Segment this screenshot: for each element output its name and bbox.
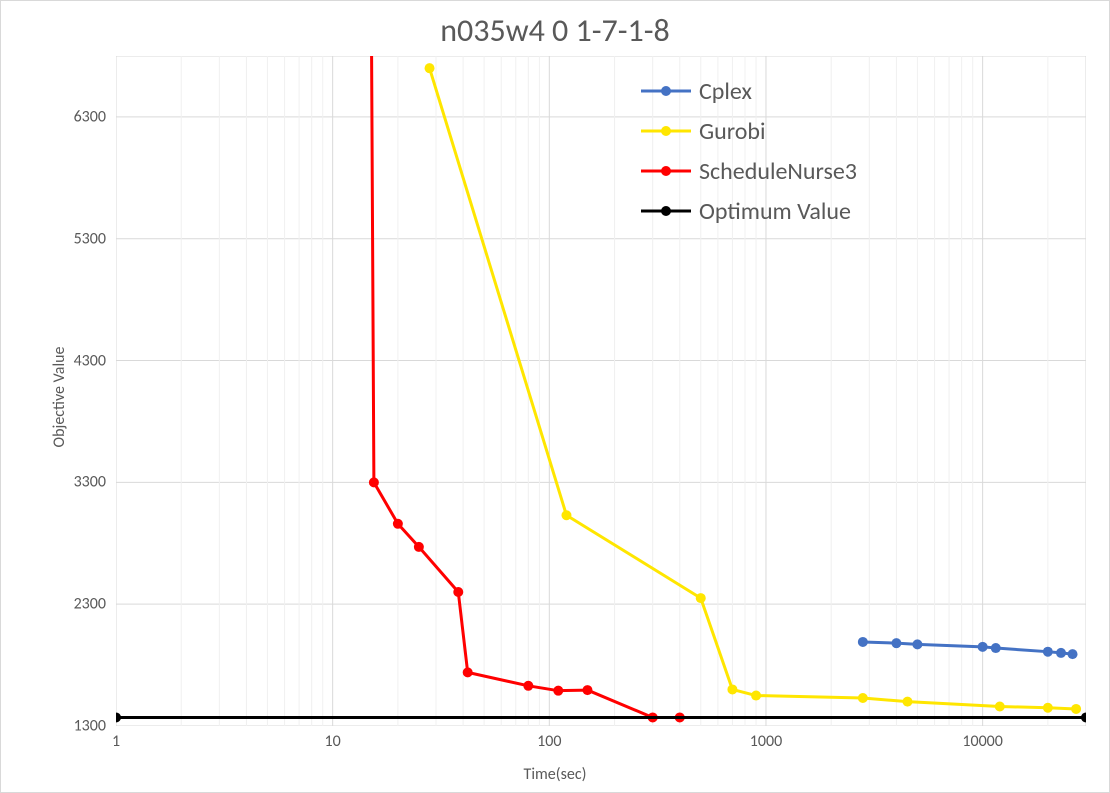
legend-swatch bbox=[641, 161, 691, 181]
y-tick: 3300 bbox=[46, 473, 106, 492]
legend-swatch bbox=[641, 121, 691, 141]
legend-item: Cplex bbox=[641, 71, 857, 111]
x-tick: 10 bbox=[325, 732, 341, 751]
series-marker bbox=[553, 686, 563, 696]
x-tick: 1 bbox=[112, 732, 120, 751]
series-marker bbox=[751, 691, 761, 701]
legend-label: Gurobi bbox=[699, 117, 766, 146]
x-tick: 10000 bbox=[962, 732, 1003, 751]
series-marker bbox=[727, 684, 737, 694]
y-tick: 1300 bbox=[46, 717, 106, 736]
legend-swatch bbox=[641, 81, 691, 101]
legend-item: ScheduleNurse3 bbox=[641, 151, 857, 191]
series-marker bbox=[1071, 704, 1081, 714]
y-tick: 4300 bbox=[46, 351, 106, 370]
series-marker bbox=[1043, 703, 1053, 713]
series-marker bbox=[978, 642, 988, 652]
series-marker bbox=[414, 542, 424, 552]
series-marker bbox=[891, 638, 901, 648]
series-marker bbox=[369, 477, 379, 487]
series-marker bbox=[582, 685, 592, 695]
plot-area bbox=[116, 56, 1086, 726]
series-marker bbox=[523, 681, 533, 691]
y-tick: 2300 bbox=[46, 595, 106, 614]
series-marker bbox=[991, 643, 1001, 653]
y-tick: 5300 bbox=[46, 229, 106, 248]
chart-title: n035w4 0 1-7-1-8 bbox=[1, 11, 1109, 50]
x-tick: 100 bbox=[537, 732, 561, 751]
series-marker bbox=[912, 639, 922, 649]
y-tick: 6300 bbox=[46, 107, 106, 126]
legend-label: Optimum Value bbox=[699, 197, 851, 226]
legend-item: Optimum Value bbox=[641, 191, 857, 231]
series-marker bbox=[858, 693, 868, 703]
legend: Cplex Gurobi ScheduleNurse3 Optimum Value bbox=[641, 71, 857, 231]
series-marker bbox=[1056, 648, 1066, 658]
chart-container: n035w4 0 1-7-1-8 Objective Value Time(se… bbox=[0, 0, 1110, 793]
series-marker bbox=[116, 712, 121, 722]
series-marker bbox=[1068, 649, 1078, 659]
series-marker bbox=[393, 519, 403, 529]
series-marker bbox=[858, 637, 868, 647]
series-marker bbox=[902, 697, 912, 707]
series-marker bbox=[425, 63, 435, 73]
series-marker bbox=[696, 593, 706, 603]
legend-item: Gurobi bbox=[641, 111, 857, 151]
x-tick: 1000 bbox=[750, 732, 782, 751]
legend-label: ScheduleNurse3 bbox=[699, 157, 857, 186]
series-marker bbox=[1043, 647, 1053, 657]
series-marker bbox=[1081, 712, 1086, 722]
x-axis-label: Time(sec) bbox=[1, 765, 1109, 784]
plot-svg bbox=[116, 56, 1086, 726]
series-marker bbox=[561, 510, 571, 520]
series-line-schedulenurse3 bbox=[371, 56, 680, 717]
legend-swatch bbox=[641, 201, 691, 221]
series-marker bbox=[463, 667, 473, 677]
series-marker bbox=[995, 702, 1005, 712]
legend-label: Cplex bbox=[699, 77, 752, 106]
series-marker bbox=[453, 587, 463, 597]
